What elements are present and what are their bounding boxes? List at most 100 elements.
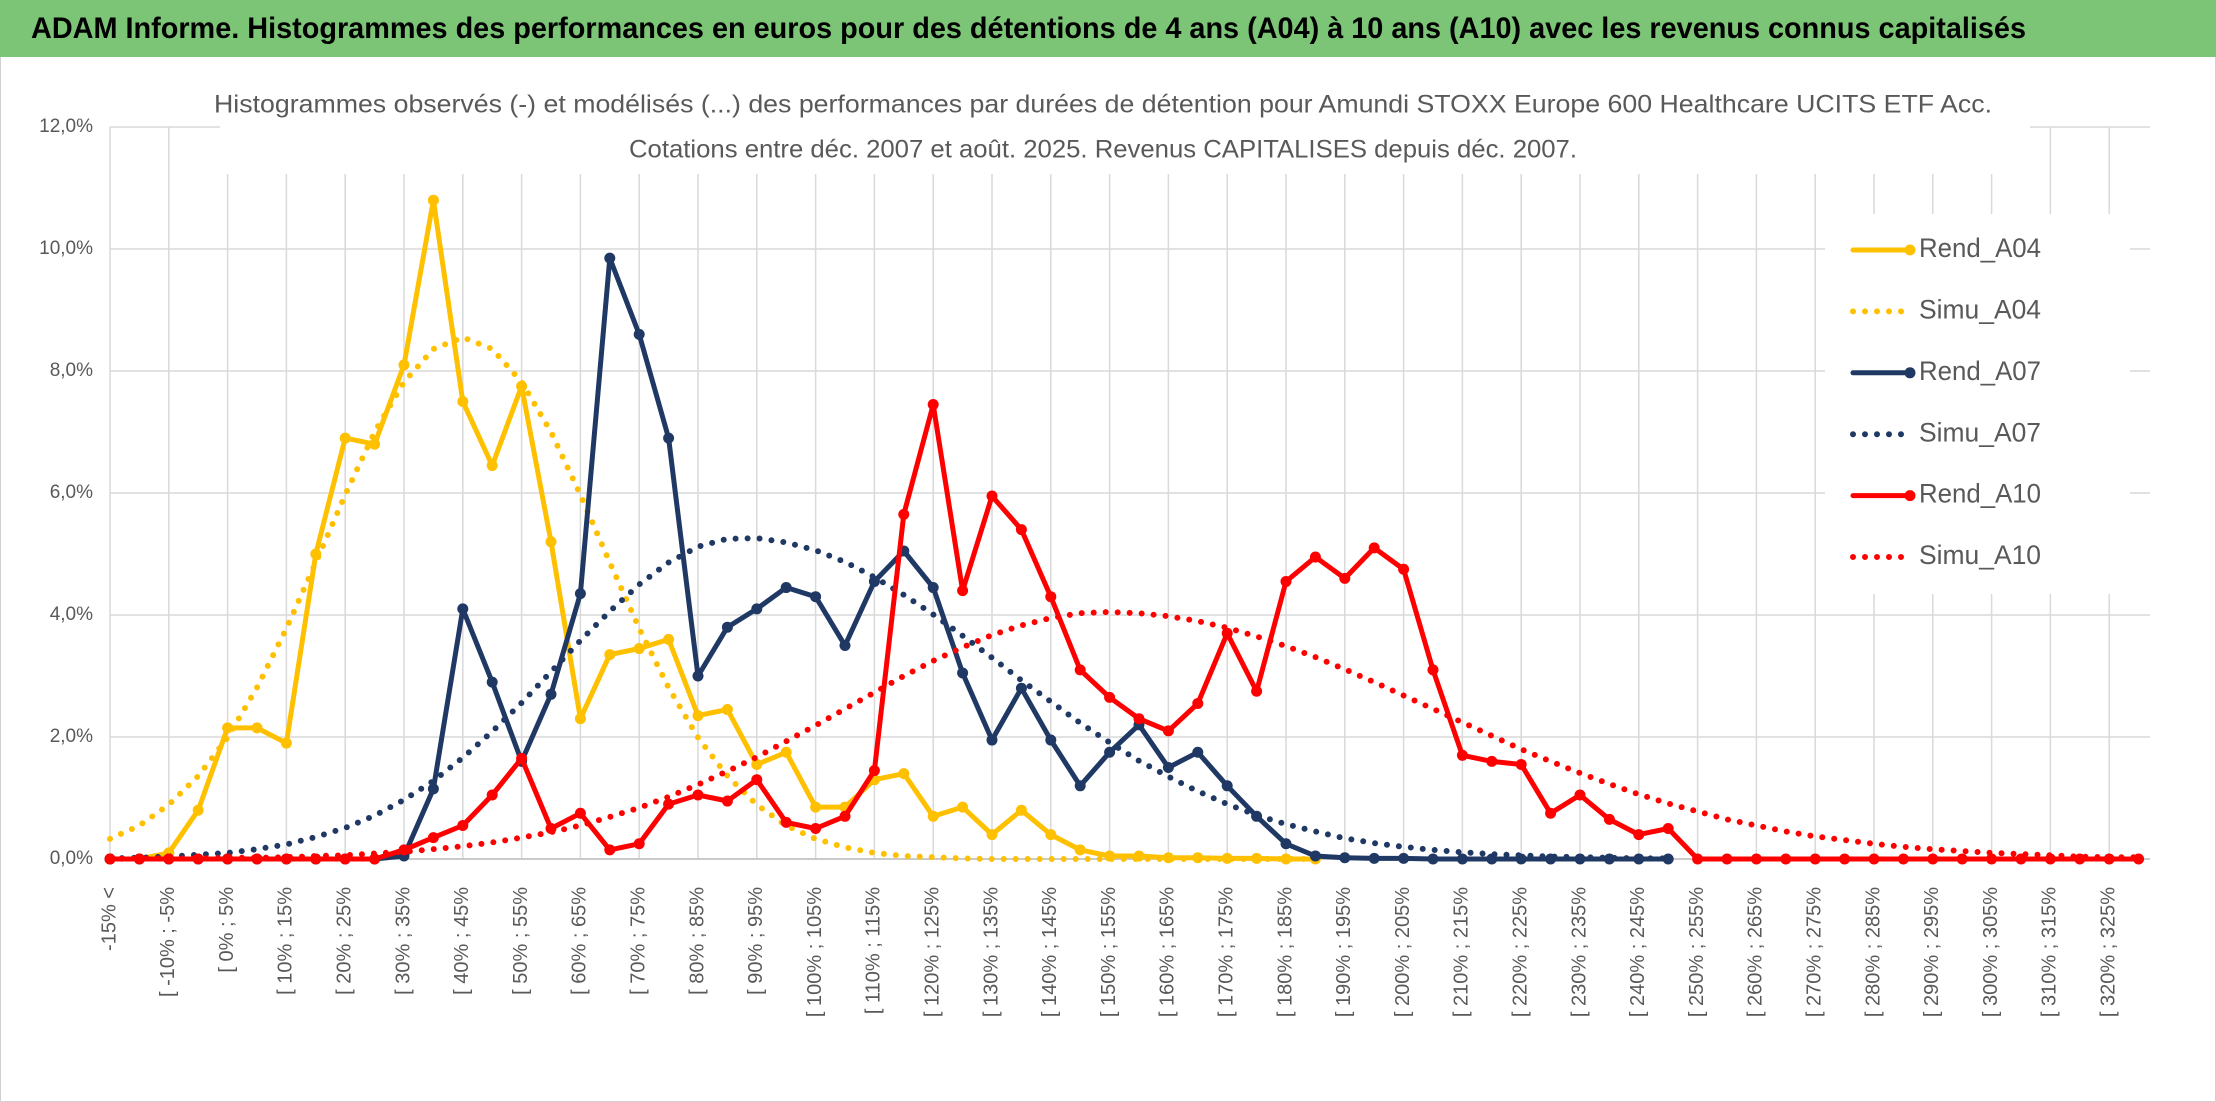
marker — [663, 798, 675, 810]
marker — [1368, 542, 1380, 554]
x-tick-label: [ 40% ; 45% — [451, 887, 473, 995]
x-tick-label: [ 60% ; 65% — [569, 887, 591, 995]
marker — [751, 603, 763, 615]
legend-marker — [1904, 244, 1916, 256]
marker — [457, 819, 469, 831]
legend-background — [1825, 214, 2130, 594]
marker — [692, 670, 704, 682]
x-tick-label: [ 120% ; 125% — [921, 887, 943, 1017]
y-tick-label: 12,0% — [39, 116, 93, 137]
marker — [1015, 682, 1027, 694]
marker — [810, 823, 822, 834]
marker — [1574, 789, 1586, 801]
marker — [1780, 853, 1792, 865]
x-tick-label: [ 80% ; 85% — [686, 887, 708, 995]
x-tick-label: [ 70% ; 75% — [627, 887, 649, 995]
x-tick-label: [ 240% ; 245% — [1627, 887, 1649, 1017]
x-tick-label: [ 50% ; 55% — [510, 887, 532, 995]
marker — [516, 752, 528, 764]
marker — [1162, 725, 1174, 737]
marker — [1662, 853, 1674, 865]
x-tick-label: [ 130% ; 135% — [980, 887, 1002, 1017]
marker — [663, 633, 675, 645]
x-tick-label: [ 290% ; 295% — [1921, 887, 1943, 1017]
marker — [1427, 853, 1439, 865]
marker — [1750, 853, 1762, 865]
marker — [1398, 563, 1410, 575]
x-tick-label: [ 220% ; 225% — [1509, 887, 1531, 1017]
marker — [1339, 572, 1351, 584]
x-tick-label: [ 150% ; 155% — [1098, 887, 1120, 1017]
marker — [751, 758, 763, 770]
marker — [1398, 852, 1410, 864]
marker — [1986, 853, 1998, 865]
marker — [1486, 755, 1498, 767]
x-tick-label: [ 100% ; 105% — [804, 887, 826, 1017]
title-background — [220, 84, 2030, 174]
marker — [780, 816, 792, 828]
marker — [1721, 853, 1733, 865]
x-tick-label: [ 200% ; 205% — [1392, 887, 1414, 1017]
marker — [1927, 853, 1939, 865]
model-line — [107, 535, 1672, 862]
marker — [1162, 762, 1174, 773]
marker — [1104, 691, 1116, 703]
header-bar — [0, 0, 2216, 57]
marker — [1192, 697, 1204, 709]
marker — [1280, 853, 1292, 865]
legend-label: Rend_A10 — [1919, 479, 2041, 509]
marker — [251, 722, 263, 734]
marker — [780, 746, 792, 758]
chart-title: Histogrammes observés (-) et modélisés (… — [214, 91, 1992, 119]
legend-label: Simu_A04 — [1919, 295, 2041, 325]
x-tick-label: [ 110% ; 115% — [863, 887, 885, 1014]
marker — [133, 853, 145, 865]
marker — [721, 795, 733, 807]
marker — [1045, 591, 1057, 603]
y-tick-label: 10,0% — [39, 238, 93, 259]
marker — [957, 585, 969, 597]
chart-subtitle: Cotations entre déc. 2007 et août. 2025.… — [629, 136, 1577, 164]
marker — [604, 649, 616, 661]
legend-label: Rend_A07 — [1919, 356, 2041, 386]
y-tick-label: 8,0% — [50, 360, 93, 381]
marker — [1809, 853, 1821, 865]
marker — [1309, 850, 1321, 862]
marker — [1251, 685, 1263, 697]
marker — [1956, 853, 1968, 865]
y-tick-label: 6,0% — [50, 482, 93, 503]
marker — [427, 194, 439, 206]
marker — [810, 801, 822, 813]
x-tick-label: [ 20% ; 25% — [333, 887, 355, 995]
marker — [927, 399, 939, 411]
marker — [222, 722, 234, 734]
marker — [839, 810, 851, 822]
marker — [898, 768, 910, 780]
marker — [574, 807, 586, 819]
x-tick-label: [ 270% ; 275% — [1803, 887, 1825, 1017]
marker — [1280, 838, 1292, 850]
x-tick-label: [ 300% ; 305% — [1980, 887, 2002, 1017]
marker — [1309, 551, 1321, 563]
marker — [1015, 524, 1027, 536]
marker — [1045, 829, 1057, 841]
x-tick-label: [ 170% ; 175% — [1215, 887, 1237, 1017]
marker — [1221, 780, 1233, 792]
marker — [1839, 853, 1851, 865]
marker — [663, 432, 675, 444]
marker — [192, 804, 204, 816]
marker — [1192, 746, 1204, 758]
marker — [1456, 749, 1468, 761]
marker — [1074, 780, 1086, 792]
marker — [1662, 823, 1674, 834]
marker — [545, 688, 557, 700]
marker — [957, 667, 969, 679]
legend-marker — [1904, 367, 1916, 379]
marker — [1633, 829, 1645, 841]
marker — [339, 432, 351, 444]
x-tick-label: [ 160% ; 165% — [1157, 887, 1179, 1017]
marker — [427, 783, 439, 795]
observed-line — [107, 402, 2142, 862]
marker — [545, 536, 557, 548]
